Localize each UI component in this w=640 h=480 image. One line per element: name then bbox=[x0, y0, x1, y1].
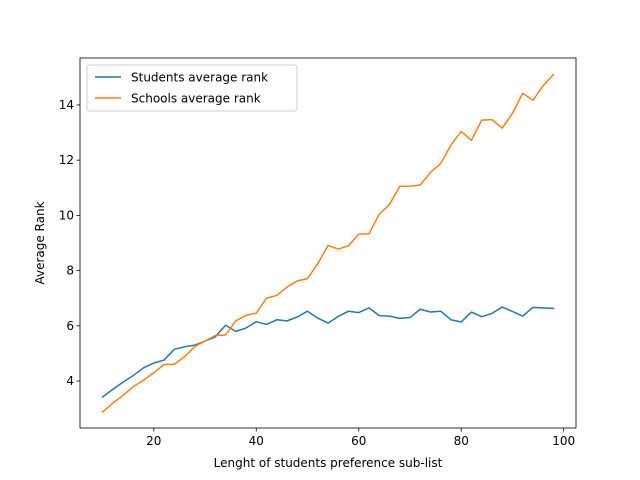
series-line-students bbox=[101, 306, 555, 399]
series-layer bbox=[101, 73, 555, 414]
x-axis-label: Lenght of students preference sub-list bbox=[214, 456, 443, 470]
y-tick-label: 10 bbox=[59, 208, 74, 222]
legend: Students average rank Schools average ran… bbox=[86, 64, 298, 112]
y-tick-label: 14 bbox=[59, 98, 74, 112]
tick-layer: 20 40 60 80 100 4 6 8 10 12 14 bbox=[59, 98, 575, 448]
plot-frame bbox=[79, 57, 577, 429]
legend-label: Schools average rank bbox=[131, 92, 261, 106]
series-line-schools bbox=[101, 73, 555, 414]
legend-label: Students average rank bbox=[131, 71, 268, 85]
x-tick-label: 20 bbox=[146, 434, 161, 448]
x-tick-label: 60 bbox=[351, 434, 366, 448]
y-tick-label: 12 bbox=[59, 153, 74, 167]
y-axis-label: Average Rank bbox=[33, 201, 47, 284]
x-tick-label: 80 bbox=[454, 434, 469, 448]
y-tick-label: 6 bbox=[66, 319, 74, 333]
x-tick-label: 100 bbox=[552, 434, 575, 448]
legend-box bbox=[86, 64, 298, 112]
y-tick-label: 4 bbox=[66, 374, 74, 388]
y-tick-label: 8 bbox=[66, 264, 74, 278]
x-tick-label: 40 bbox=[249, 434, 264, 448]
